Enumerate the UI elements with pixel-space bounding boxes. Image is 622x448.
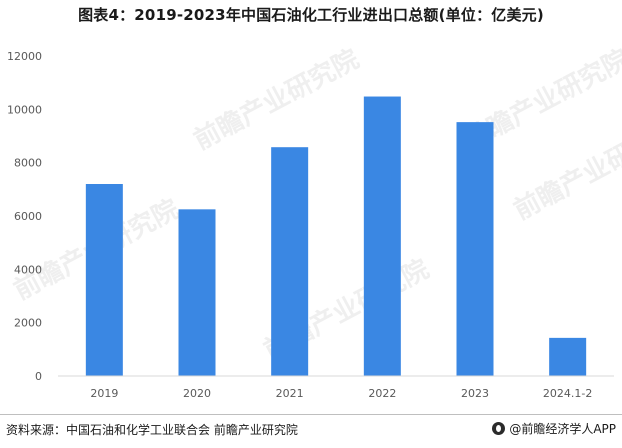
bar-2020 [178, 209, 216, 376]
y-tick-label: 6000 [14, 210, 42, 223]
y-tick-label: 8000 [14, 157, 42, 170]
bar-2019 [85, 184, 123, 376]
x-tick-label: 2022 [368, 387, 396, 400]
x-tick-label: 2019 [90, 387, 118, 400]
watermark-text: 前瞻产业研究院 [189, 43, 364, 156]
bar-2022 [363, 96, 401, 377]
chart-title-bar: 图表4：2019-2023年中国石油化工行业进出口总额(单位：亿美元) [0, 4, 622, 28]
source-note: 资料来源：中国石油和化学工业联合会 前瞻产业研究院 [6, 423, 298, 437]
y-tick-label: 4000 [14, 263, 42, 276]
brand-logo-icon [492, 422, 506, 435]
y-tick-label: 10000 [7, 103, 42, 116]
x-tick-label: 2024.1-2 [543, 387, 592, 400]
chart-title: 图表4：2019-2023年中国石油化工行业进出口总额(单位：亿美元) [78, 6, 544, 24]
y-tick-label: 0 [35, 370, 42, 383]
x-tick-label: 2023 [461, 387, 489, 400]
watermark-text: 前瞻产业研究院 [509, 113, 622, 226]
y-tick-label: 12000 [7, 50, 42, 63]
bar-2024.1-2 [549, 337, 587, 376]
footer: 资料来源：中国石油和化学工业联合会 前瞻产业研究院 @前瞻经济学人APP [0, 414, 622, 445]
x-tick-label: 2020 [183, 387, 211, 400]
brand-label: @前瞻经济学人APP [509, 422, 616, 436]
bar-series [85, 96, 587, 377]
y-axis: 0 2000 4000 6000 8000 10000 12000 [7, 50, 42, 383]
y-tick-label: 2000 [14, 317, 42, 330]
bar-2023 [456, 122, 494, 376]
bar-2021 [271, 147, 309, 376]
x-axis: 2019 2020 2021 2022 2023 2024.1-2 [90, 387, 592, 400]
brand-credit: @前瞻经济学人APP [492, 420, 616, 437]
x-tick-label: 2021 [276, 387, 304, 400]
